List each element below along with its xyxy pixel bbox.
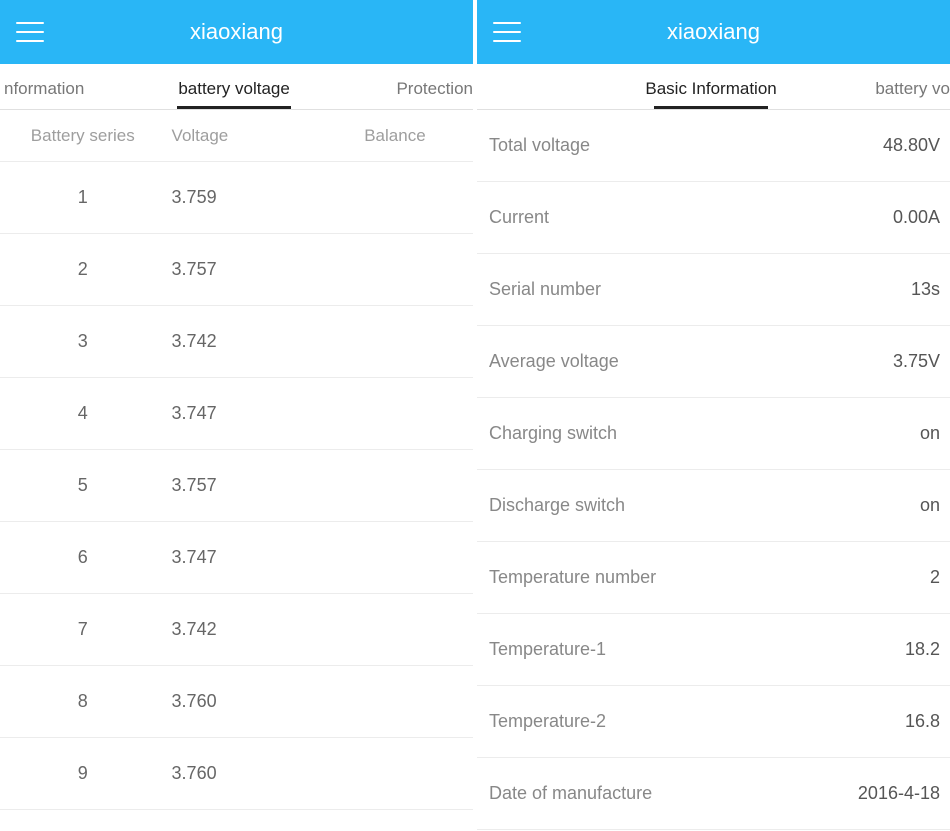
info-label: Date of manufacture [489, 783, 652, 804]
info-value: on [920, 495, 940, 516]
cell-voltage: 3.742 [166, 331, 317, 352]
app-title: xiaoxiang [493, 19, 934, 45]
info-value: 13s [911, 279, 940, 300]
info-value: 48.80V [883, 135, 940, 156]
tab-next[interactable]: Protection [323, 79, 473, 109]
cell-voltage: 3.747 [166, 547, 317, 568]
voltage-row[interactable]: 73.742 [0, 594, 473, 666]
column-headers: Battery series Voltage Balance [0, 110, 473, 162]
tab-prev[interactable]: nformation [0, 79, 146, 109]
cell-series: 2 [0, 259, 166, 280]
header-bar: xiaoxiang [0, 0, 473, 64]
info-row[interactable]: Charging switch on [477, 398, 950, 470]
voltage-row[interactable]: 83.760 [0, 666, 473, 738]
info-label: Temperature-2 [489, 711, 606, 732]
info-row[interactable]: Average voltage 3.75V [477, 326, 950, 398]
cell-series: 3 [0, 331, 166, 352]
info-rows: Total voltage 48.80V Current 0.00A Serial nu… [477, 110, 950, 831]
info-label: Charging switch [489, 423, 617, 444]
cell-voltage: 3.760 [166, 763, 317, 784]
cell-series: 1 [0, 187, 166, 208]
info-label: Current [489, 207, 549, 228]
info-value: 3.75V [893, 351, 940, 372]
cell-voltage: 3.742 [166, 619, 317, 640]
cell-voltage: 3.757 [166, 475, 317, 496]
cell-series: 4 [0, 403, 166, 424]
cell-series: 8 [0, 691, 166, 712]
cell-voltage: 3.757 [166, 259, 317, 280]
info-value: on [920, 423, 940, 444]
cell-series: 9 [0, 763, 166, 784]
info-label: Discharge switch [489, 495, 625, 516]
info-label: Serial number [489, 279, 601, 300]
tab-next[interactable]: battery vo [800, 79, 950, 109]
voltage-row[interactable]: 33.742 [0, 306, 473, 378]
voltage-row[interactable]: 103.760 [0, 810, 473, 831]
voltage-rows: 13.75923.75733.74243.74753.75763.74773.7… [0, 162, 473, 831]
cell-series: 5 [0, 475, 166, 496]
cell-voltage: 3.759 [166, 187, 317, 208]
tabs: Basic Information battery vo [477, 64, 950, 110]
col-balance: Balance [317, 126, 473, 146]
voltage-row[interactable]: 43.747 [0, 378, 473, 450]
info-row[interactable]: Current 0.00A [477, 182, 950, 254]
info-row[interactable]: Date of manufacture 2016-4-18 [477, 758, 950, 830]
info-label: Average voltage [489, 351, 619, 372]
info-label: Temperature-1 [489, 639, 606, 660]
voltage-row[interactable]: 93.760 [0, 738, 473, 810]
voltage-row[interactable]: 53.757 [0, 450, 473, 522]
tabs: nformation battery voltage Protection [0, 64, 473, 110]
info-value: 2016-4-18 [858, 783, 940, 804]
tab-basic-information[interactable]: Basic Information [623, 79, 800, 109]
info-row[interactable]: Temperature-2 16.8 [477, 686, 950, 758]
panel-basic-info: xiaoxiang Basic Information battery vo T… [477, 0, 950, 831]
info-row[interactable]: Discharge switch on [477, 470, 950, 542]
info-row[interactable]: Temperature number 2 [477, 542, 950, 614]
cell-series: 6 [0, 547, 166, 568]
info-row[interactable]: Total voltage 48.80V [477, 110, 950, 182]
info-value: 18.2 [905, 639, 940, 660]
info-value: 0.00A [893, 207, 940, 228]
panel-voltage: xiaoxiang nformation battery voltage Pro… [0, 0, 473, 831]
info-row[interactable]: Serial number 13s [477, 254, 950, 326]
cell-voltage: 3.760 [166, 691, 317, 712]
info-label: Total voltage [489, 135, 590, 156]
col-voltage: Voltage [166, 126, 317, 146]
info-value: 2 [930, 567, 940, 588]
info-value: 16.8 [905, 711, 940, 732]
tab-prev[interactable] [477, 99, 623, 109]
voltage-row[interactable]: 23.757 [0, 234, 473, 306]
info-label: Temperature number [489, 567, 656, 588]
voltage-row[interactable]: 63.747 [0, 522, 473, 594]
info-row[interactable]: Temperature-1 18.2 [477, 614, 950, 686]
tab-battery-voltage[interactable]: battery voltage [146, 79, 323, 109]
voltage-row[interactable]: 13.759 [0, 162, 473, 234]
col-series: Battery series [0, 126, 166, 146]
cell-series: 7 [0, 619, 166, 640]
header-bar: xiaoxiang [477, 0, 950, 64]
cell-voltage: 3.747 [166, 403, 317, 424]
app-title: xiaoxiang [16, 19, 457, 45]
